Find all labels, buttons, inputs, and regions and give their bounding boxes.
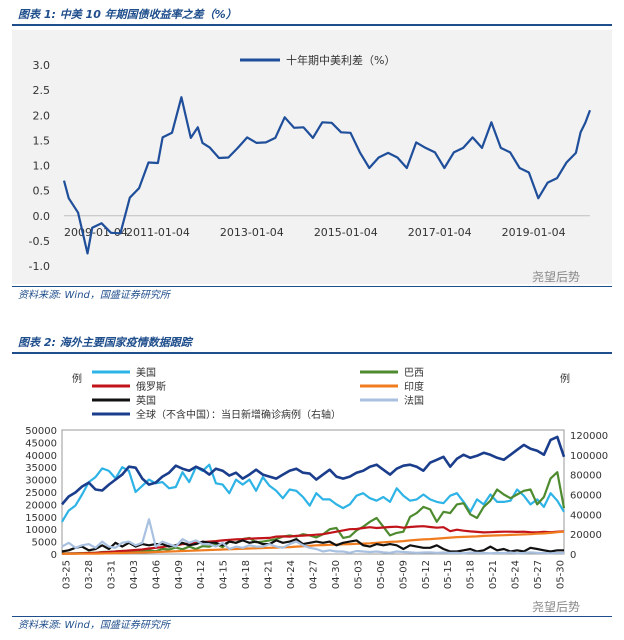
chart-1-legend-label: 十年期中美利差（%） (286, 53, 395, 67)
chart-1-ytick-label: 3.0 (33, 59, 51, 72)
chart-2-xtick-label: 05-09 (398, 560, 409, 589)
chart-2-right-unit: 例 (560, 372, 570, 385)
chart-2-plot-frame (61, 429, 565, 555)
chart-2-ytick-right-label: 60000 (570, 490, 602, 501)
chart-1-ytick-label: 2.0 (33, 109, 51, 122)
chart-2-series-line (61, 538, 564, 553)
chart-2-xtick-label: 05-12 (421, 560, 432, 589)
chart-2-legend-label: 法国 (404, 394, 424, 407)
chart-2-legend-label: 全球（不含中国）：当日新增确诊病例（右轴） (136, 408, 341, 421)
chart-1-xtick-label: 2013-01-04 (220, 226, 284, 239)
chart-2-xtick-label: 04-21 (264, 560, 275, 589)
chart-2-xtick-label: 05-03 (353, 560, 364, 589)
chart-2-ytick-left-label: 45000 (25, 438, 57, 449)
chart-2-legend-label: 俄罗斯 (136, 380, 166, 393)
chart-2-xtick-label: 04-03 (129, 560, 140, 589)
chart-1-xtick-label: 2017-01-04 (408, 226, 472, 239)
chart-1-ytick-label: -1.0 (29, 260, 50, 273)
chart-2-ytick-left-label: 5000 (32, 538, 57, 549)
chart-2-xtick-label: 04-06 (151, 560, 162, 589)
chart-2-caption: 图表 2: 海外主要国家疫情数据跟踪 (12, 332, 612, 354)
chart-panel-2: 图表 2: 海外主要国家疫情数据跟踪 50000 45000 40000 35000 3… (12, 330, 612, 635)
chart-2-left-unit: 例 (72, 372, 82, 385)
chart-2-legend-label: 巴西 (404, 367, 424, 379)
chart-2-xtick-label: 05-24 (511, 560, 522, 589)
chart-1-watermark: 尧望后势 (532, 270, 581, 284)
chart-2-ytick-left-label: 30000 (25, 476, 57, 487)
chart-2-ytick-left-label: 25000 (25, 488, 57, 499)
chart-2-series-line (61, 525, 565, 555)
chart-2-xtick-label: 04-24 (286, 560, 297, 589)
chart-2-xtick-label: 04-09 (174, 560, 185, 589)
chart-2-xtick-label: 05-18 (466, 560, 477, 589)
chart-2-ytick-right-label: 100000 (570, 451, 608, 462)
chart-2-xtick-label: 03-28 (84, 560, 95, 589)
chart-2-xtick-label: 05-06 (376, 560, 387, 589)
chart-1-xtick-label: 2011-01-04 (126, 226, 190, 239)
chart-2-legend-label: 印度 (404, 380, 424, 393)
chart-1-ytick-label: 1.0 (33, 160, 51, 173)
chart-2-xtick-label: 04-12 (196, 560, 207, 589)
chart-2-series-line (61, 435, 566, 506)
chart-1-xtick-label: 2009-01-04 (64, 226, 128, 239)
chart-2-xtick-label: 04-18 (241, 560, 252, 589)
chart-2-xtick-label: 03-25 (62, 560, 73, 589)
chart-2-xtick-label: 04-27 (309, 560, 320, 589)
chart-panel-1: 图表 1: 中美 10 年期国债收益率之差（%） 3.0 2.5 2.0 1.5 1.0… (12, 0, 612, 305)
chart-2-ytick-left-label: 10000 (25, 525, 57, 536)
chart-2-source: 资料来源: Wind，国盛证券研究所 (12, 616, 612, 634)
chart-2-ytick-left-label: 0 (51, 550, 57, 561)
chart-2-series-line (62, 530, 565, 555)
chart-2-series-line (61, 471, 566, 555)
chart-1-ytick-label: 2.5 (33, 84, 51, 97)
chart-2-series-line (61, 463, 565, 523)
chart-2-ytick-left-label: 50000 (25, 426, 57, 437)
chart-2-watermark: 尧望后势 (532, 600, 581, 614)
chart-1-ytick-label: -0.5 (29, 235, 50, 248)
chart-2-ytick-left-label: 35000 (25, 463, 57, 474)
chart-2-xtick-label: 04-15 (219, 560, 230, 589)
chart-2-ytick-right-label: 0 (570, 550, 576, 561)
chart-1-source: 资料来源: Wind，国盛证券研究所 (12, 286, 612, 304)
chart-1-series-line (62, 96, 592, 255)
chart-2-ytick-right-label: 120000 (570, 431, 608, 442)
chart-1-ytick-label: 0.0 (33, 210, 51, 223)
chart-2-series-line (61, 518, 565, 555)
chart-2-ytick-right-label: 40000 (570, 510, 602, 521)
chart-2-ytick-right-label: 80000 (570, 471, 602, 482)
chart-1-ytick-label: 1.5 (33, 134, 51, 147)
chart-2-ytick-right-label: 20000 (570, 530, 602, 541)
chart-2-xtick-label: 04-30 (331, 560, 342, 589)
chart-1-ytick-label: 0.5 (33, 185, 51, 198)
chart-2-xtick-label: 05-30 (556, 560, 567, 589)
chart-2-xtick-label: 05-27 (533, 560, 544, 589)
chart-2-xtick-label: 03-31 (106, 560, 117, 589)
chart-1-xtick-label: 2019-01-04 (502, 226, 566, 239)
chart-2-legend-label: 美国 (136, 366, 156, 379)
chart-2-ytick-left-label: 15000 (25, 513, 57, 524)
chart-1-svg: 3.02.52.01.51.00.50.0-0.5-1.02009-01-042… (29, 53, 592, 273)
chart-2-xtick-label: 05-15 (443, 560, 454, 589)
chart-2-ytick-left-label: 20000 (25, 500, 57, 511)
chart-2-legend-label: 英国 (136, 394, 156, 407)
chart-2-xtick-label: 05-21 (488, 560, 499, 589)
chart-1-xtick-label: 2015-01-04 (314, 226, 378, 239)
chart-2-svg: 5000045000400003500030000250002000015000… (25, 366, 608, 589)
chart-1-caption: 图表 1: 中美 10 年期国债收益率之差（%） (12, 4, 612, 26)
chart-2-ytick-left-label: 40000 (25, 451, 57, 462)
